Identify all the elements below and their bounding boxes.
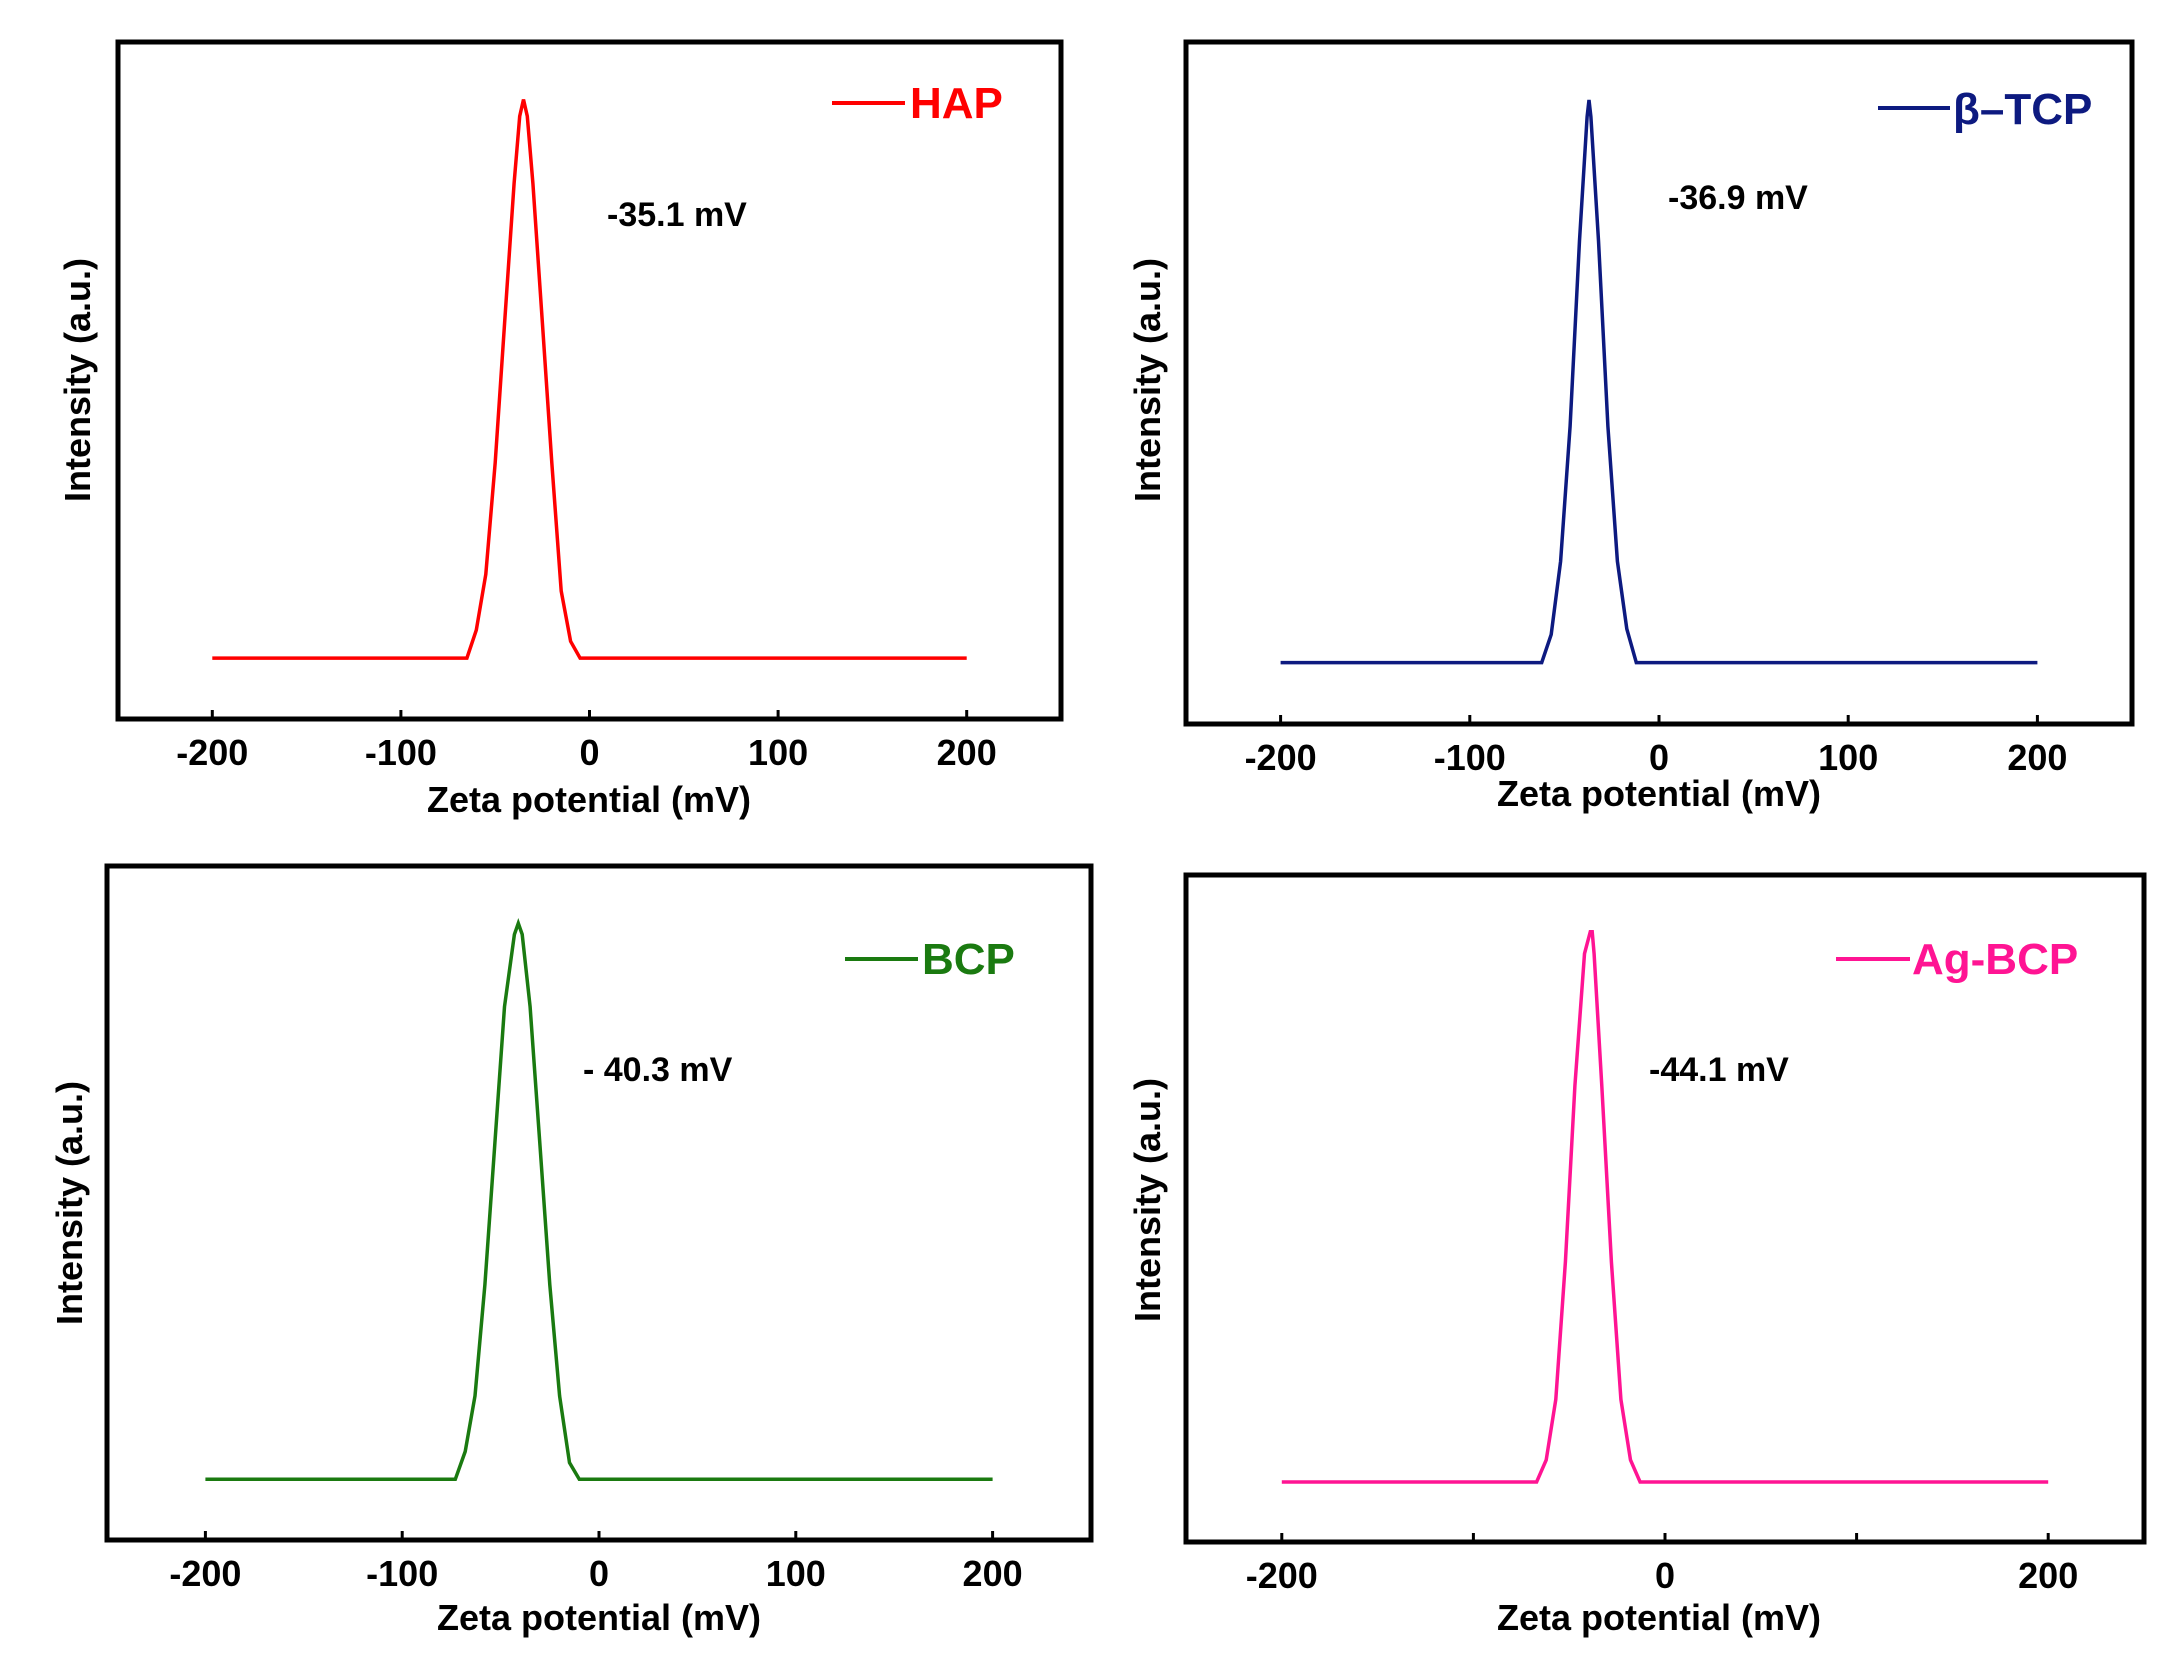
x-tick-label: 100 <box>1818 737 1878 778</box>
series-line-ag-bcp <box>1281 929 2049 1484</box>
x-tick-label: 200 <box>2018 1555 2078 1596</box>
x-tick-label: 100 <box>766 1553 826 1594</box>
x-axis-title: Zeta potential (mV) <box>1497 1597 1821 1638</box>
x-ticks: -200 -100 0 100 200 <box>176 710 997 773</box>
x-tick-label: 100 <box>748 732 808 773</box>
panel-hap: -200 -100 0 100 200 HAP -35.1 mV Zeta potent… <box>57 39 1064 820</box>
x-axis-title: Zeta potential (mV) <box>1497 773 1821 814</box>
x-tick-label: -100 <box>1434 737 1506 778</box>
x-axis-title: Zeta potential (mV) <box>437 1597 761 1638</box>
y-axis-title: Intensity (a.u.) <box>49 1081 90 1325</box>
x-tick-label: -200 <box>169 1553 241 1594</box>
x-ticks: -200 -100 0 100 200 <box>169 1531 1023 1594</box>
x-tick-label: -100 <box>365 732 437 773</box>
legend-label-ag-bcp: Ag-BCP <box>1912 935 2078 984</box>
x-tick-label: 0 <box>1655 1555 1675 1596</box>
annotation-peak-value: - 40.3 mV <box>583 1051 733 1089</box>
y-axis-title: Intensity (a.u.) <box>1127 258 1168 502</box>
legend-label-beta-tcp: β–TCP <box>1953 85 2092 134</box>
x-tick-label: 200 <box>2007 737 2067 778</box>
annotation-peak-value: -35.1 mV <box>607 196 747 234</box>
x-tick-label: -200 <box>1245 737 1317 778</box>
y-axis-title: Intensity (a.u.) <box>1127 1078 1168 1322</box>
annotation-peak-value: -44.1 mV <box>1649 1051 1789 1089</box>
plot-frame <box>115 39 1064 722</box>
x-ticks: -200 -100 0 100 200 <box>1245 715 2067 778</box>
series-line-bcp <box>205 918 993 1482</box>
x-tick-label: -100 <box>366 1553 438 1594</box>
y-axis-title: Intensity (a.u.) <box>57 258 98 502</box>
series-line-beta-tcp <box>1280 99 2038 665</box>
panel-ag-bcp: -200 0 200 Ag-BCP -44.1 mV Zeta potential … <box>1127 872 2147 1638</box>
legend-label-hap: HAP <box>910 79 1003 128</box>
series-line-hap <box>212 99 967 660</box>
x-tick-label: 0 <box>589 1553 609 1594</box>
x-tick-label: 200 <box>963 1553 1023 1594</box>
panel-bcp: -200 -100 0 100 200 BCP - 40.3 mV Zeta poten… <box>49 863 1094 1638</box>
x-tick-label: -200 <box>1246 1555 1318 1596</box>
panel-beta-tcp: -200 -100 0 100 200 β–TCP -36.9 mV Zeta pote… <box>1127 39 2135 814</box>
legend-label-bcp: BCP <box>922 935 1015 984</box>
x-tick-label: 0 <box>579 732 599 773</box>
plot-frame <box>1183 39 2135 727</box>
annotation-peak-value: -36.9 mV <box>1668 179 1808 217</box>
x-tick-label: 200 <box>937 732 997 773</box>
x-ticks: -200 0 200 <box>1246 1533 2078 1596</box>
x-tick-label: -200 <box>176 732 248 773</box>
x-tick-label: 0 <box>1649 737 1669 778</box>
x-axis-title: Zeta potential (mV) <box>427 779 751 820</box>
